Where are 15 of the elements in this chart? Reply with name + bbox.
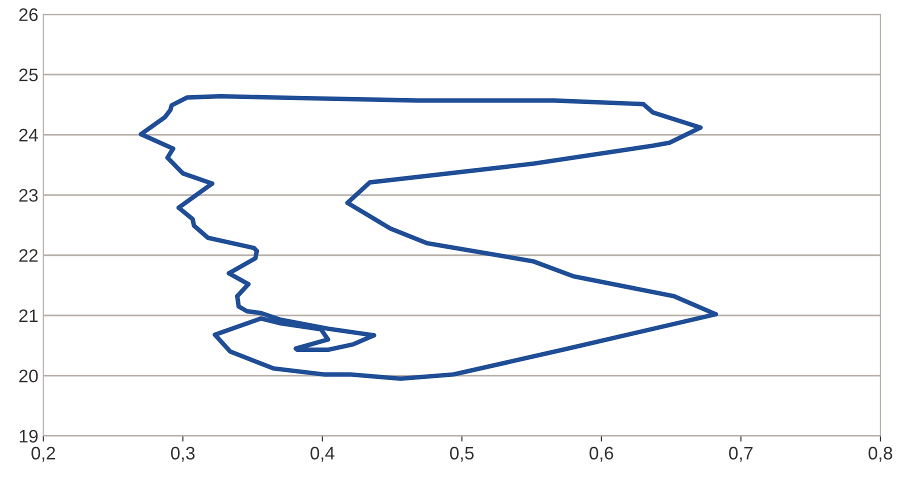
y-tick-label: 26 — [19, 8, 38, 22]
y-tick-label: 19 — [20, 430, 38, 443]
x-tick-label: 0,8 — [868, 446, 892, 462]
y-tick-label: 24 — [19, 128, 38, 142]
y-tick-label: 23 — [19, 188, 38, 202]
y-tick-label: 25 — [19, 68, 38, 82]
y-tick-label: 20 — [19, 370, 38, 382]
x-tick-label: 0,5 — [450, 446, 474, 462]
x-tick-label: 0,7 — [729, 446, 753, 462]
x-tick-label: 0,3 — [171, 446, 195, 462]
x-tick-label: 0,6 — [590, 446, 614, 462]
x-tick-label: 0,2 — [32, 446, 55, 462]
y-tick-label: 21 — [19, 309, 38, 322]
y-tick-label: 22 — [19, 249, 38, 262]
x-tick-label: 0,4 — [310, 446, 334, 462]
